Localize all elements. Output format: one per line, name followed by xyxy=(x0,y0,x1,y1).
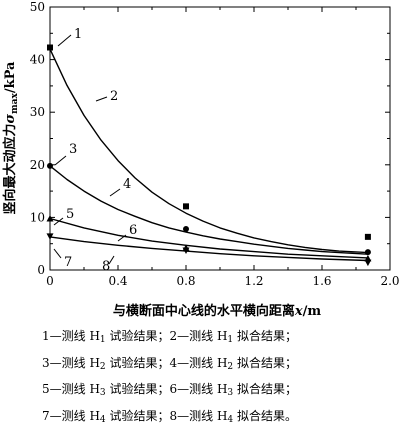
y-tick-label: 10 xyxy=(30,210,45,224)
y-tick-label: 50 xyxy=(30,0,45,14)
curve-number-label: 8 xyxy=(102,259,110,274)
data-point-series-1 xyxy=(365,234,371,240)
x-tick-label: 0.8 xyxy=(176,274,195,288)
y-tick-label: 30 xyxy=(30,105,45,119)
curve-number-label: 3 xyxy=(69,142,77,157)
curve-number-label: 5 xyxy=(66,207,74,222)
curve-leader-line xyxy=(96,97,107,101)
legend-row: 5—测线 H3 试验结果；6—测线 H3 拟合结果； xyxy=(42,378,392,405)
y-axis-label: 竖向最大动应力σmax/kPa xyxy=(2,61,20,215)
series-line-4 xyxy=(50,166,368,254)
plot-frame xyxy=(50,7,390,270)
legend-entry: 4—测线 H2 拟合结果； xyxy=(170,356,298,370)
curve-number-label: 2 xyxy=(110,89,118,104)
y-tick-label: 20 xyxy=(30,158,45,172)
x-axis-label: 与横断面中心线的水平横向距离x/m xyxy=(113,303,322,319)
legend-entry: 5—测线 H3 试验结果； xyxy=(42,382,170,396)
curve-number-label: 1 xyxy=(74,27,82,42)
legend-entry: 6—测线 H3 拟合结果； xyxy=(170,382,298,396)
y-axis-label-prefix: 竖向最大动应力 xyxy=(2,123,18,214)
curve-number-label: 6 xyxy=(129,223,137,238)
curve-leader-line xyxy=(54,249,61,258)
data-point-series-5 xyxy=(47,215,54,222)
x-tick-label: 1.6 xyxy=(312,274,331,288)
curve-leader-line xyxy=(55,156,66,165)
x-axis-label-var: x xyxy=(294,304,303,319)
series-line-2 xyxy=(50,49,368,253)
data-point-series-1 xyxy=(183,203,189,209)
legend-entry: 2—测线 H1 拟合结果； xyxy=(170,329,298,343)
curve-number-label: 4 xyxy=(123,177,131,192)
legend-row: 3—测线 H2 试验结果；4—测线 H2 拟合结果； xyxy=(42,352,392,379)
x-tick-label: 0.4 xyxy=(108,274,127,288)
figure: 0 0.4 0.8 1.2 1.6 2.0 0 10 20 30 40 50 1 2 3 4 5 6 7 8 与横断… xyxy=(0,0,400,416)
x-tick-label: 2.0 xyxy=(380,274,399,288)
curve-leader-line xyxy=(58,35,71,46)
curve-leader-line xyxy=(110,189,120,196)
y-tick-label: 40 xyxy=(30,53,45,67)
y-axis-label-sub: max xyxy=(10,93,20,114)
legend-row: 1—测线 H1 试验结果；2—测线 H1 拟合结果； xyxy=(42,325,392,352)
chart-svg: 0 0.4 0.8 1.2 1.6 2.0 0 10 20 30 40 50 1 2 3 4 5 6 7 8 与横断… xyxy=(0,0,400,325)
x-tick-label: 0 xyxy=(46,274,54,288)
y-tick-label: 0 xyxy=(37,263,45,277)
y-axis-label-var: σ xyxy=(3,113,18,123)
legend-entry: 1—测线 H1 试验结果； xyxy=(42,329,170,343)
curve-number-label: 7 xyxy=(64,255,72,270)
legend-row: 7—测线 H4 试验结果；8—测线 H4 拟合结果。 xyxy=(42,405,392,431)
x-axis-label-prefix: 与横断面中心线的水平横向距离 xyxy=(113,303,295,319)
x-tick-label: 1.2 xyxy=(244,274,263,288)
legend: 1—测线 H1 试验结果；2—测线 H1 拟合结果； 3—测线 H2 试验结果；… xyxy=(42,325,392,431)
y-axis-label-unit: /kPa xyxy=(3,61,18,93)
x-axis-label-unit: /m xyxy=(303,304,322,319)
legend-entry: 3—测线 H2 试验结果； xyxy=(42,356,170,370)
